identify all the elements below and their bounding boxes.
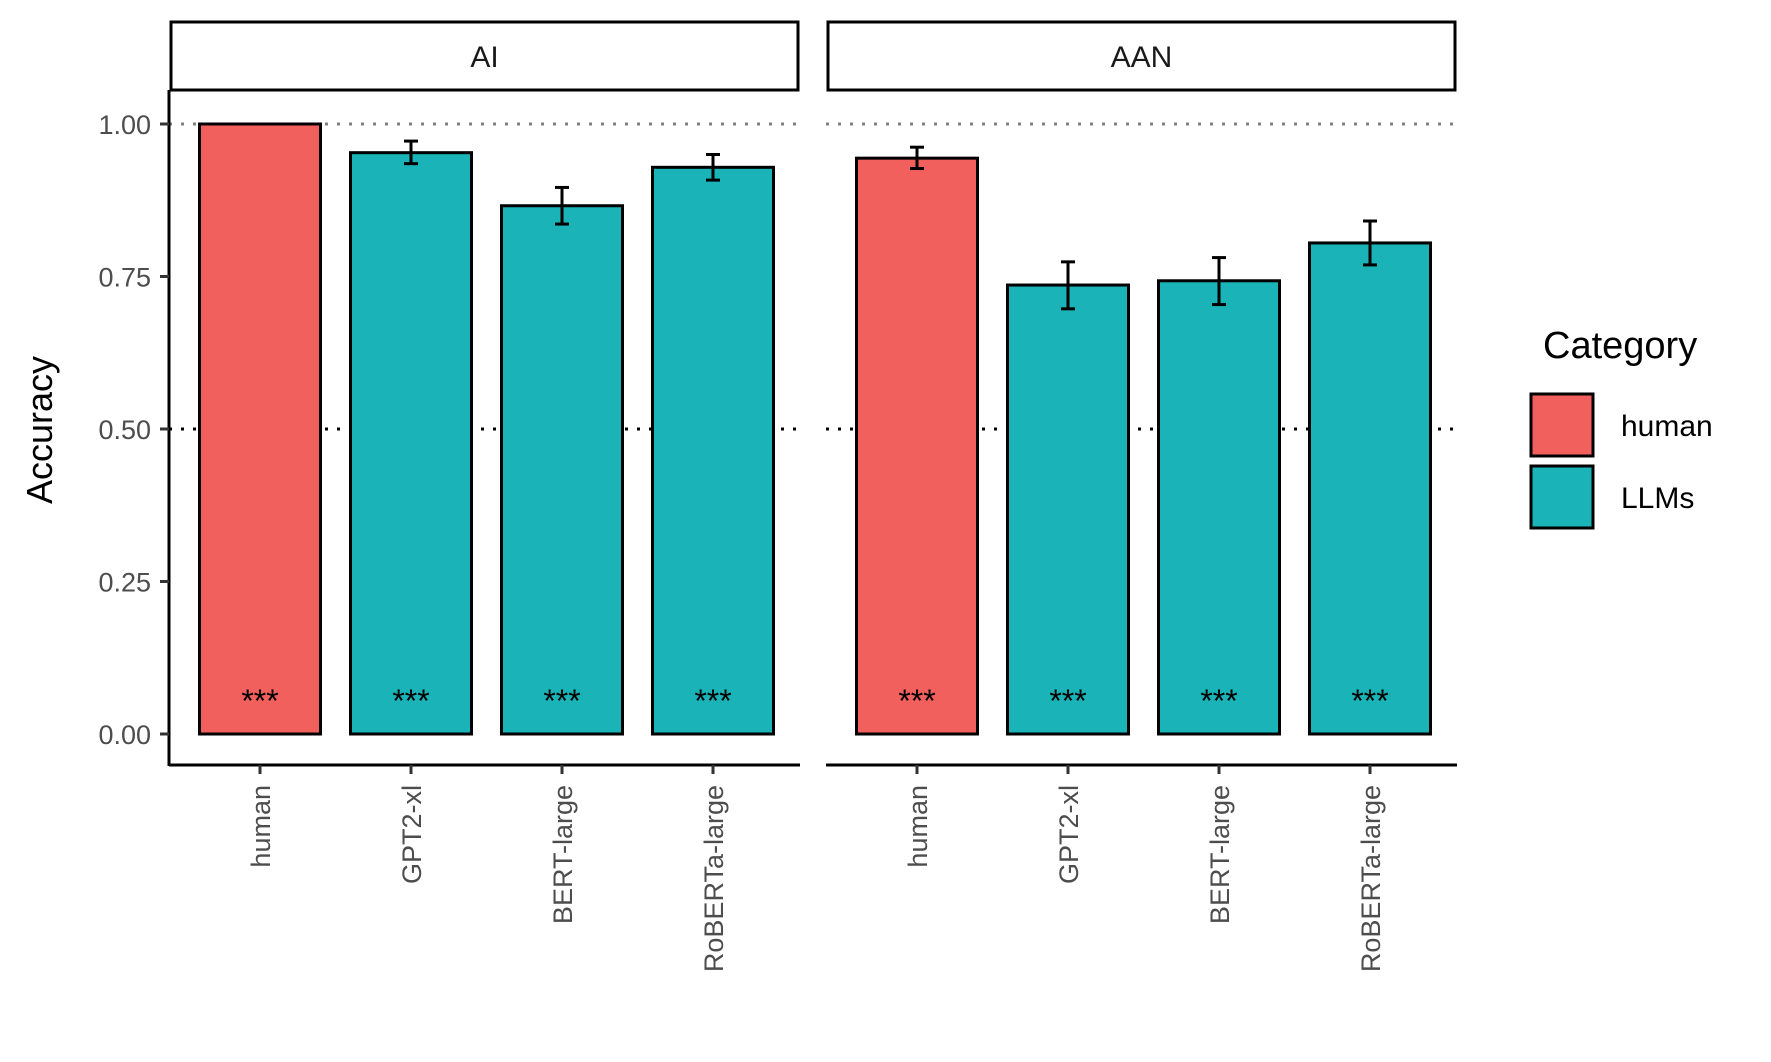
panel-title: AI	[470, 41, 498, 74]
error-bar	[1363, 219, 1377, 267]
significance-label: ***	[241, 683, 278, 719]
legend-label-human: human	[1621, 410, 1713, 443]
bar-roberta-large	[651, 165, 775, 736]
y-axis: 0.00 0.25 0.50 0.75 1.00	[98, 90, 171, 766]
x-tick-label: RoBERTa-large	[699, 785, 729, 972]
x-tick-label: GPT2-xl	[397, 785, 427, 884]
significance-label: ***	[1049, 683, 1086, 719]
error-bar	[910, 145, 924, 171]
y-tick-label: 0.00	[98, 720, 151, 750]
legend: Category human LLMs	[1529, 325, 1713, 530]
legend-swatch-human	[1529, 392, 1595, 458]
error-bar	[1212, 256, 1226, 307]
x-tick-label: BERT-large	[1205, 785, 1235, 924]
y-tick-label: 0.25	[98, 568, 151, 598]
legend-title: Category	[1543, 325, 1697, 367]
x-tick-label: human	[903, 785, 933, 868]
y-tick-label: 0.50	[98, 415, 151, 445]
bar-gpt2-xl	[1006, 283, 1130, 736]
significance-label: ***	[1200, 683, 1237, 719]
significance-label: ***	[1351, 683, 1388, 719]
y-tick-label: 1.00	[98, 110, 151, 140]
panel-strip	[826, 20, 1457, 92]
error-bar	[555, 185, 569, 226]
legend-label-llms: LLMs	[1621, 482, 1694, 515]
x-tick-label: RoBERTa-large	[1356, 785, 1386, 972]
bar-gpt2-xl	[349, 151, 473, 736]
error-bar	[404, 139, 418, 166]
x-tick-label: GPT2-xl	[1054, 785, 1084, 884]
bar-bert-large	[1157, 279, 1281, 736]
panels-layer: AI *** human *** GPT2-xl *** BERT-large *** RoBE…	[169, 20, 1457, 972]
y-axis-title: Accuracy	[19, 356, 60, 504]
significance-label: ***	[543, 683, 580, 719]
legend-swatch-llms	[1529, 464, 1595, 530]
bar-human	[198, 122, 322, 736]
y-tick-label: 0.75	[98, 263, 151, 293]
panel-title: AAN	[1111, 41, 1173, 74]
error-bar	[706, 153, 720, 182]
panel-aan: AAN *** human *** GPT2-xl *** BERT-large *** RoB…	[826, 20, 1457, 972]
x-tick-label: BERT-large	[548, 785, 578, 924]
error-bar	[1061, 260, 1075, 311]
x-tick-label: human	[246, 785, 276, 868]
bar-roberta-large	[1308, 241, 1432, 736]
significance-label: ***	[694, 683, 731, 719]
panel-strip	[169, 20, 800, 92]
panel-ai: AI *** human *** GPT2-xl *** BERT-large *** RoBE…	[169, 20, 800, 972]
bar-human	[855, 156, 979, 736]
significance-label: ***	[392, 683, 429, 719]
significance-label: ***	[898, 683, 935, 719]
bar-bert-large	[500, 204, 624, 736]
